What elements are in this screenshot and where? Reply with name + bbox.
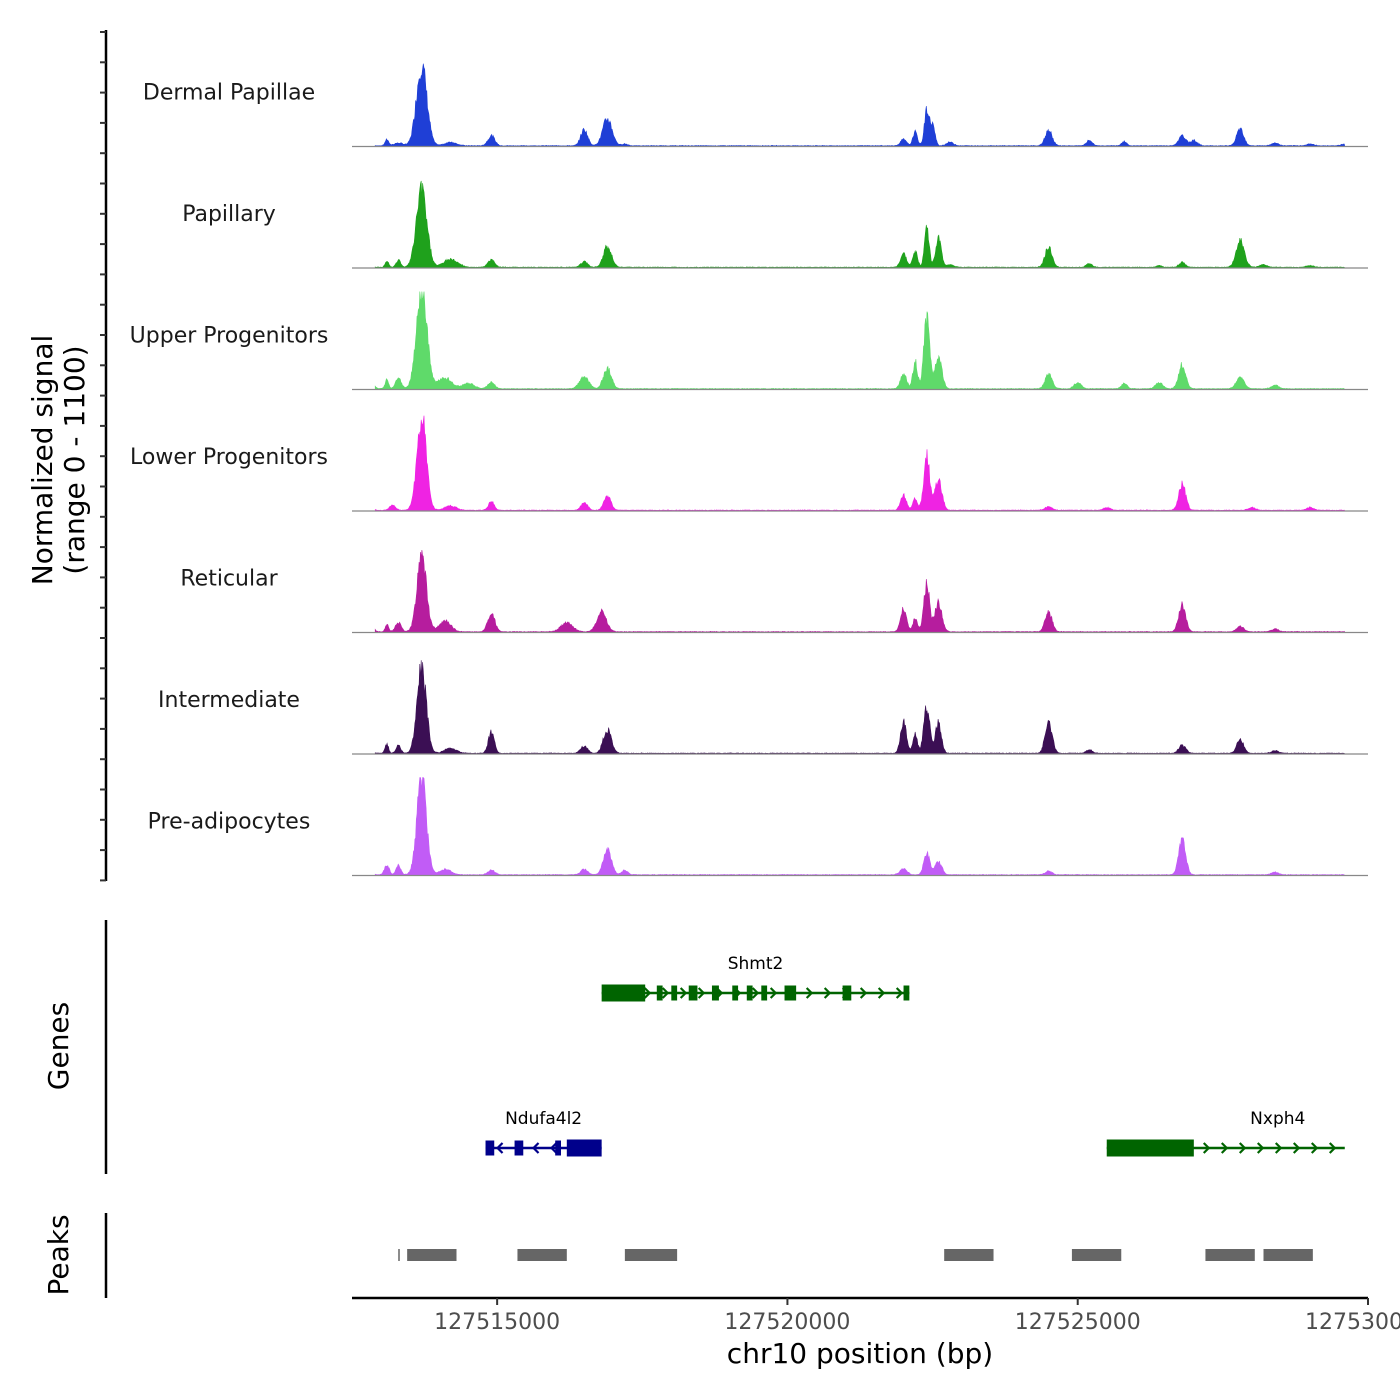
track-label: Papillary (182, 202, 276, 227)
x-tick-label: 127520000 (724, 1310, 850, 1335)
strand-arrow (697, 987, 706, 999)
strand-arrow (751, 987, 760, 999)
gene-exon (746, 985, 753, 1001)
strand-arrow (769, 987, 778, 999)
strand-arrow (1202, 1142, 1211, 1154)
signal-area (374, 63, 1346, 147)
strand-arrow (1310, 1142, 1319, 1154)
strand-arrow (1238, 1142, 1247, 1154)
signal-area (374, 291, 1346, 390)
track-label: Pre-adipocytes (148, 810, 311, 835)
peak-region (407, 1249, 457, 1261)
track-dermal-papillae: Dermal Papillae (143, 63, 1368, 148)
gene-exon (711, 985, 719, 1001)
track-pre-adipocytes: Pre-adipocytes (148, 777, 1368, 877)
signal-area (374, 415, 1346, 512)
strand-arrow (877, 987, 886, 999)
gene-exon (555, 1140, 562, 1156)
strand-arrow (895, 987, 904, 999)
peaks-track-title: Peaks (42, 1214, 75, 1295)
strand-arrow (859, 987, 868, 999)
strand-arrow (823, 987, 832, 999)
y-axis-title-line1: Normalized signal (26, 335, 59, 586)
gene-label: Ndufa4l2 (505, 1109, 582, 1129)
gene-exon (514, 1140, 524, 1156)
gene-exon (1106, 1139, 1194, 1157)
strand-arrow (1220, 1142, 1229, 1154)
strand-arrow (1256, 1142, 1265, 1154)
peak-region (624, 1249, 678, 1261)
track-intermediate: Intermediate (158, 660, 1368, 755)
track-lower-progenitors: Lower Progenitors (130, 415, 1368, 512)
gene-exon (842, 985, 852, 1001)
signal-area (374, 777, 1346, 876)
signal-area (374, 180, 1346, 269)
strand-arrow (679, 987, 688, 999)
gene-exon (566, 1139, 602, 1157)
gene-exon (761, 985, 768, 1001)
track-upper-progenitors: Upper Progenitors (130, 291, 1368, 391)
gene-exon (601, 984, 646, 1002)
peak-region (517, 1249, 567, 1261)
track-label: Reticular (180, 567, 278, 592)
peak-region (1205, 1249, 1255, 1261)
strand-arrow (661, 987, 670, 999)
x-axis-title: chr10 position (bp) (727, 1337, 993, 1370)
signal-area (374, 549, 1346, 633)
gene-nxph4: Nxph4 (1106, 1109, 1345, 1157)
x-tick-label: 127515000 (434, 1310, 560, 1335)
x-tick-label: 127530000 (1305, 1310, 1400, 1335)
track-label: Lower Progenitors (130, 445, 328, 470)
strand-arrow (495, 1142, 504, 1154)
strand-arrow (549, 1142, 558, 1154)
y-axis-title-line2: (range 0 - 1100) (58, 345, 91, 574)
track-papillary: Papillary (182, 180, 1368, 269)
strand-arrow (531, 1142, 540, 1154)
strand-arrow (1328, 1142, 1337, 1154)
track-label: Dermal Papillae (143, 81, 315, 106)
peak-region (944, 1249, 994, 1261)
gene-track: Shmt2 Ndufa4l2 Nxph4 (104, 920, 1345, 1174)
gene-label: Shmt2 (728, 954, 784, 974)
strand-arrow (643, 987, 652, 999)
genes-track-title: Genes (42, 1002, 75, 1090)
gene-exon (671, 985, 678, 1001)
peak-track (104, 1213, 1313, 1298)
axes: 127515000 127520000 127525000 127530000 (100, 30, 1400, 1335)
peak-region (1263, 1249, 1313, 1261)
signal-tracks: Dermal Papillae Papillary Upper Progenitor… (130, 63, 1368, 877)
track-label: Intermediate (158, 688, 300, 713)
peak-region (1071, 1249, 1122, 1261)
gene-exon (903, 985, 910, 1001)
signal-area (374, 660, 1346, 755)
gene-exon (485, 1140, 495, 1156)
x-tick-label: 127525000 (1015, 1310, 1141, 1335)
gene-exon (732, 985, 739, 1001)
track-reticular: Reticular (180, 549, 1368, 634)
gene-shmt2: Shmt2 (601, 954, 910, 1002)
gene-exon (688, 985, 698, 1001)
strand-arrow (1274, 1142, 1283, 1154)
gene-exon (656, 985, 663, 1001)
gene-ndufa4l2: Ndufa4l2 (485, 1109, 602, 1157)
gene-exon (784, 985, 797, 1001)
track-label: Upper Progenitors (130, 324, 329, 349)
strand-arrow (805, 987, 814, 999)
gene-label: Nxph4 (1250, 1109, 1305, 1129)
strand-arrow (1292, 1142, 1301, 1154)
